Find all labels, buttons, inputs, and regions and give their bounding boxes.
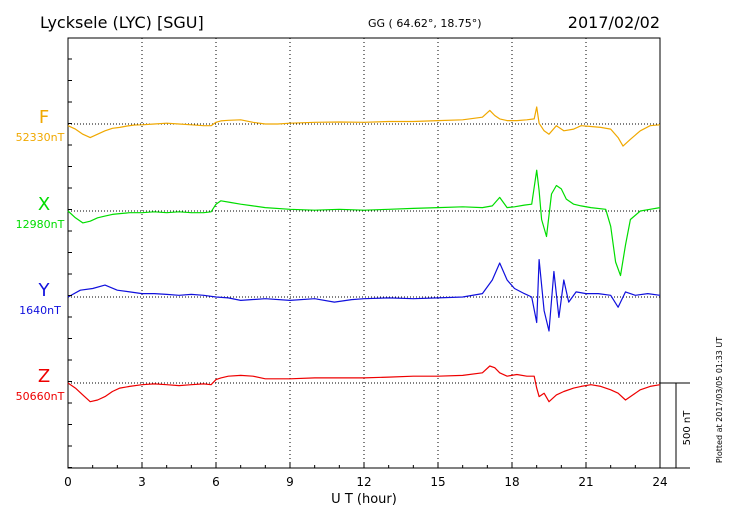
channel-name-x: X [38,194,50,215]
series-y-line [67,259,661,332]
x-tick-label: 15 [430,475,445,489]
series-f-line [67,106,661,147]
channel-name-f: F [39,107,49,128]
x-tick-label: 12 [356,475,371,489]
channel-labels: F 52330nT X 12980nT Y 1640nT Z 50660nT [16,107,65,403]
chart-date: 2017/02/02 [568,13,660,32]
x-axis-label: U T (hour) [331,492,397,507]
x-tick-label: 6 [212,475,220,489]
channel-name-y: Y [38,280,51,301]
x-tick-label: 0 [64,475,72,489]
channel-baseline-y: 1640nT [19,304,61,317]
channel-baseline-z: 50660nT [16,390,65,403]
plotted-at-note: Plotted at 2017/03/05 01:33 UT [715,337,724,463]
channel-name-z: Z [38,366,50,387]
scale-bar-label: 500 nT [682,410,693,446]
x-tick-label: 9 [286,475,294,489]
chart-title: Lycksele (LYC) [SGU] [40,13,204,32]
series-x-line [67,169,661,277]
station-coordinates: GG ( 64.62°, 18.75°) [368,17,482,30]
x-tick-label: 24 [652,475,667,489]
scale-bar: 500 nT [660,382,693,469]
series-lines [67,106,661,403]
channel-baseline-x: 12980nT [16,218,65,231]
grid-lines [141,38,587,468]
x-tick-label: 18 [504,475,519,489]
series-z-line [67,365,661,403]
x-tick-label: 21 [578,475,593,489]
x-axis-ticks: 0 3 6 9 12 15 18 21 24 [64,58,668,489]
x-tick-label: 3 [138,475,146,489]
channel-baseline-f: 52330nT [16,131,65,144]
